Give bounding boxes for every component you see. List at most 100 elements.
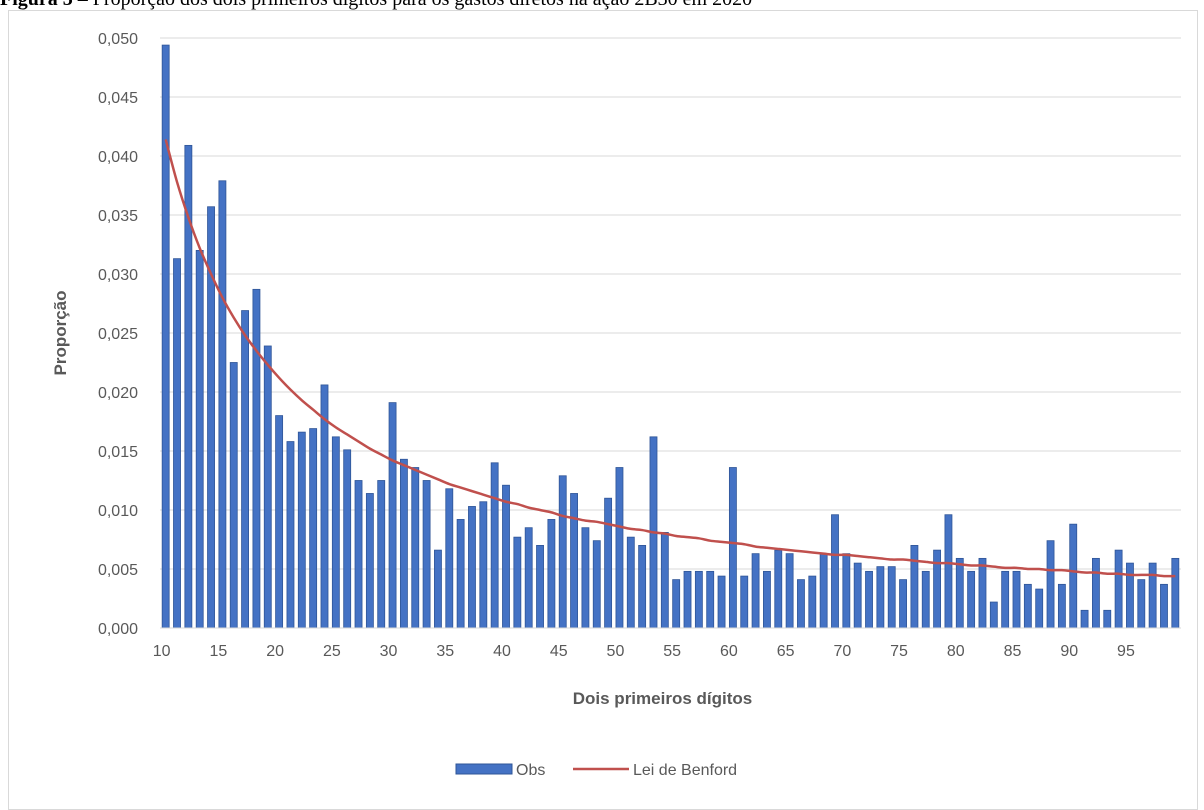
x-tick-label: 65 [777, 643, 795, 660]
bar [513, 536, 522, 629]
bar [524, 527, 533, 629]
bar [967, 570, 976, 629]
bar [751, 553, 760, 629]
bar [694, 570, 703, 629]
x-tick-label: 70 [833, 643, 851, 660]
x-tick-label: 50 [607, 643, 625, 660]
bar [309, 428, 318, 629]
y-tick-label: 0,015 [98, 444, 138, 461]
bar [195, 249, 204, 629]
bar [377, 480, 386, 629]
bar [1114, 549, 1123, 629]
bar [502, 484, 510, 629]
bar [558, 475, 567, 629]
bar [683, 570, 692, 629]
figure-caption-text: – Proporção dos dois primeiros dígitos p… [73, 0, 752, 10]
bar [1103, 609, 1112, 629]
bar [1012, 570, 1021, 629]
bar [819, 553, 828, 629]
bar [434, 549, 442, 629]
legend-label-obs: Obs [516, 762, 545, 779]
legend: Obs Lei de Benford [455, 762, 737, 779]
bar [831, 514, 839, 629]
bar [229, 362, 238, 629]
bar [445, 488, 454, 629]
x-tick-label: 30 [380, 643, 398, 660]
bar [728, 467, 737, 629]
bar [468, 506, 476, 629]
bar [910, 545, 919, 629]
x-tick-label: 20 [266, 643, 284, 660]
bar [1069, 523, 1078, 629]
bar [1148, 562, 1157, 629]
bar [581, 527, 590, 629]
figure-caption: Figura 3 – Proporção dos dois primeiros … [0, 0, 1204, 12]
x-tick-label: 55 [663, 643, 681, 660]
bar [660, 532, 669, 629]
bar [1035, 588, 1044, 629]
bar [717, 575, 726, 629]
bar [638, 545, 647, 629]
y-tick-label: 0,035 [98, 208, 138, 225]
bar-series-obs [161, 44, 1180, 629]
x-tick-label: 60 [720, 643, 738, 660]
x-tick-label: 90 [1060, 643, 1078, 660]
bar [740, 575, 749, 629]
bar [899, 579, 907, 629]
chart-frame [8, 10, 1198, 810]
y-tick-label: 0,045 [98, 90, 138, 107]
y-axis-title: Proporção [51, 290, 70, 375]
bar [592, 540, 601, 629]
y-tick-label: 0,040 [98, 149, 138, 166]
bar [1046, 540, 1055, 629]
x-tick-label: 40 [493, 643, 511, 660]
x-axis-title: Dois primeiros dígitos [573, 689, 752, 708]
bar [241, 310, 250, 629]
bar [354, 480, 363, 629]
bar [1080, 609, 1089, 629]
bar [161, 44, 170, 629]
bar [536, 545, 544, 629]
legend-label-lei-de-benford: Lei de Benford [633, 762, 737, 779]
bar [479, 501, 488, 629]
y-tick-label: 0,030 [98, 267, 138, 284]
figure-label: Figura 3 [0, 0, 73, 10]
bar [1137, 579, 1146, 629]
y-tick-label: 0,000 [98, 621, 138, 638]
bar [570, 493, 578, 629]
bar [1057, 583, 1066, 629]
x-tick-label: 95 [1117, 643, 1135, 660]
bar [286, 441, 295, 629]
bar [490, 462, 499, 629]
x-tick-label: 15 [209, 643, 227, 660]
x-tick-label: 45 [550, 643, 568, 660]
bar [774, 549, 783, 629]
bar [365, 493, 374, 629]
gridlines [160, 37, 1181, 570]
bar [978, 557, 987, 629]
x-tick-label: 10 [153, 643, 171, 660]
bar [808, 575, 817, 629]
bar [388, 402, 397, 629]
line-series-lei-de-benford [164, 139, 1176, 578]
bar [989, 601, 998, 629]
legend-swatch-obs [455, 763, 513, 775]
bar [218, 180, 227, 629]
bar [263, 345, 272, 629]
bar [343, 449, 352, 629]
x-tick-label: 75 [890, 643, 908, 660]
bar [763, 570, 771, 629]
bar [1023, 583, 1032, 629]
bar [876, 566, 885, 629]
bar [785, 553, 794, 629]
bar [1160, 583, 1168, 629]
x-axis-tick-labels: 10 15 20 25 30 35 40 45 50 55 60 65 70 75 80 85 90 95 [153, 643, 1135, 660]
bar [1001, 570, 1010, 629]
bar [275, 415, 284, 629]
bar [173, 258, 181, 629]
bar [422, 480, 431, 629]
bar [456, 519, 465, 629]
bar [604, 497, 613, 629]
bar [706, 570, 715, 629]
